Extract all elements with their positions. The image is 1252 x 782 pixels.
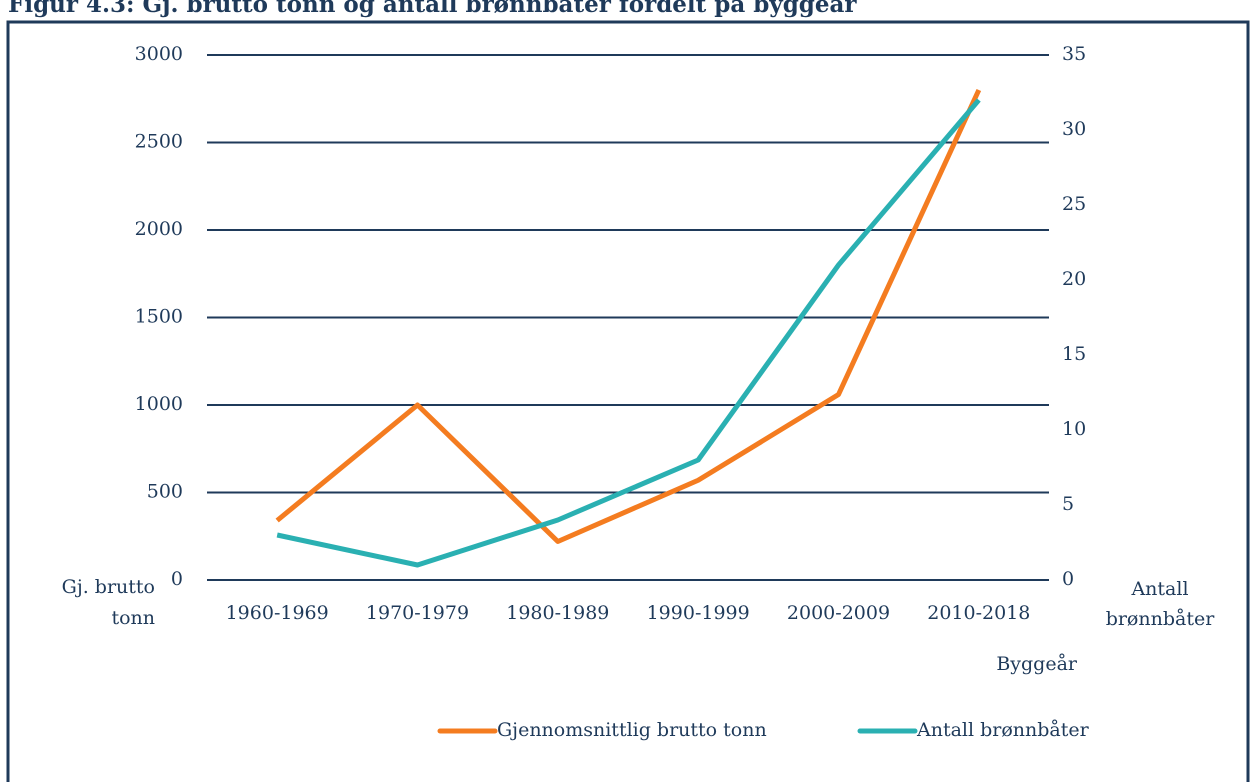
y2-tick-label: 10 [1062, 418, 1086, 440]
y-axis-label: tonn [111, 607, 155, 629]
series-line [276, 98, 981, 568]
y-tick-label: 2000 [135, 218, 183, 240]
y-axis-label: Gj. brutto [62, 576, 155, 598]
y2-axis-label: brønnbåter [1106, 608, 1216, 630]
series-line [275, 88, 982, 544]
x-tick-label: 1990-1999 [647, 602, 750, 624]
y2-tick-label: 30 [1062, 118, 1086, 140]
frame [6, 20, 1250, 782]
y2-tick-label: 5 [1062, 493, 1074, 515]
x-tick-label: 2010-2018 [927, 602, 1030, 624]
y-tick-label: 500 [147, 481, 183, 503]
y-tick-label: 1000 [135, 393, 183, 415]
y-tick-label: 1500 [135, 306, 183, 328]
x-tick-label: 1980-1989 [506, 602, 609, 624]
x-tick-label: 1970-1979 [366, 602, 469, 624]
y-tick-label: 3000 [135, 43, 183, 65]
y2-tick-label: 35 [1062, 43, 1086, 65]
legend-label: Antall brønnbåter [916, 719, 1090, 741]
x-tick-label: 2000-2009 [787, 602, 890, 624]
x-tick-label: 1960-1969 [226, 602, 329, 624]
y2-axis-label: Antall [1130, 578, 1188, 600]
y2-tick-label: 0 [1062, 568, 1074, 590]
y-tick-label: 2500 [135, 131, 183, 153]
chart-title: Figur 4.3: Gj. brutto tonn og antall brø… [8, 0, 857, 18]
y-tick-label: 0 [171, 568, 183, 590]
y2-tick-label: 15 [1062, 343, 1086, 365]
x-axis-label: Byggeår [996, 653, 1078, 675]
legend-label: Gjennomsnittlig brutto tonn [497, 719, 767, 741]
y2-tick-label: 20 [1062, 268, 1086, 290]
y2-tick-label: 25 [1062, 193, 1086, 215]
